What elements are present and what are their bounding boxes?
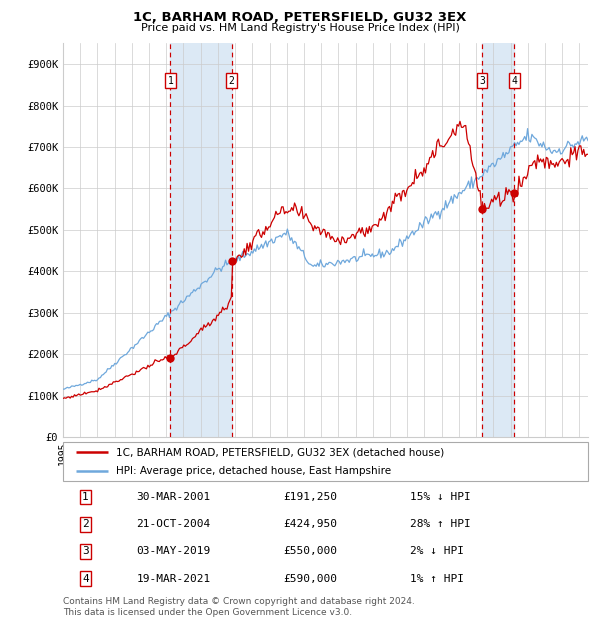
Text: 3: 3 xyxy=(82,546,89,556)
Text: 4: 4 xyxy=(82,574,89,583)
Text: 2: 2 xyxy=(82,520,89,529)
Text: 19-MAR-2021: 19-MAR-2021 xyxy=(137,574,211,583)
Text: £550,000: £550,000 xyxy=(284,546,337,556)
Text: 2% ↓ HPI: 2% ↓ HPI xyxy=(409,546,464,556)
Text: 1C, BARHAM ROAD, PETERSFIELD, GU32 3EX: 1C, BARHAM ROAD, PETERSFIELD, GU32 3EX xyxy=(133,11,467,24)
Text: 28% ↑ HPI: 28% ↑ HPI xyxy=(409,520,470,529)
Text: 03-MAY-2019: 03-MAY-2019 xyxy=(137,546,211,556)
Text: 30-MAR-2001: 30-MAR-2001 xyxy=(137,492,211,502)
Text: HPI: Average price, detached house, East Hampshire: HPI: Average price, detached house, East… xyxy=(115,466,391,476)
Text: 15% ↓ HPI: 15% ↓ HPI xyxy=(409,492,470,502)
Text: 1% ↑ HPI: 1% ↑ HPI xyxy=(409,574,464,583)
Text: £590,000: £590,000 xyxy=(284,574,337,583)
Bar xyxy=(170,43,232,437)
FancyBboxPatch shape xyxy=(63,442,588,481)
Text: 1C, BARHAM ROAD, PETERSFIELD, GU32 3EX (detached house): 1C, BARHAM ROAD, PETERSFIELD, GU32 3EX (… xyxy=(115,448,444,458)
Text: 3: 3 xyxy=(479,76,485,86)
Text: 1: 1 xyxy=(82,492,89,502)
Text: 2: 2 xyxy=(229,76,235,86)
Text: £424,950: £424,950 xyxy=(284,520,337,529)
Text: Price paid vs. HM Land Registry's House Price Index (HPI): Price paid vs. HM Land Registry's House … xyxy=(140,23,460,33)
Bar xyxy=(482,43,514,437)
Text: 21-OCT-2004: 21-OCT-2004 xyxy=(137,520,211,529)
Text: £191,250: £191,250 xyxy=(284,492,337,502)
Text: 4: 4 xyxy=(511,76,517,86)
Text: Contains HM Land Registry data © Crown copyright and database right 2024.
This d: Contains HM Land Registry data © Crown c… xyxy=(63,598,415,617)
Text: 1: 1 xyxy=(167,76,173,86)
